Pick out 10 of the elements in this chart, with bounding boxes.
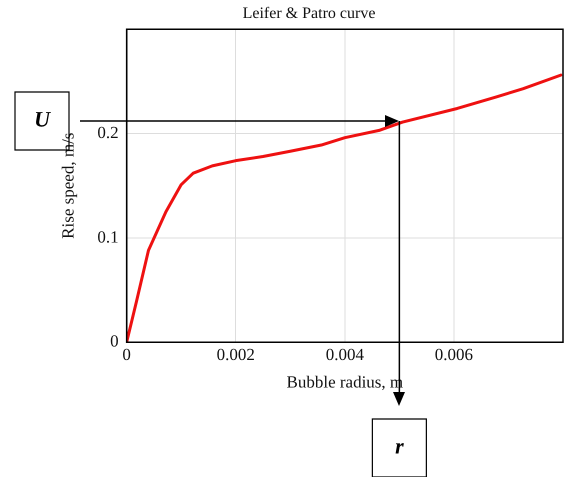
x-tick-label: 0.002 (216, 344, 255, 364)
ref-line-label: U (34, 106, 52, 132)
y-tick-label: 0.1 (97, 227, 119, 246)
x-tick-label: 0.006 (434, 344, 474, 364)
y-tick-label: 0 (110, 332, 119, 351)
x-tick-label: 0.004 (326, 344, 364, 364)
x-tick-label: 0 (122, 344, 131, 364)
y-tick-label: 0.2 (97, 123, 119, 142)
ref-line-label: r (395, 434, 404, 459)
chart-title: Leifer & Patro curve (242, 4, 376, 22)
